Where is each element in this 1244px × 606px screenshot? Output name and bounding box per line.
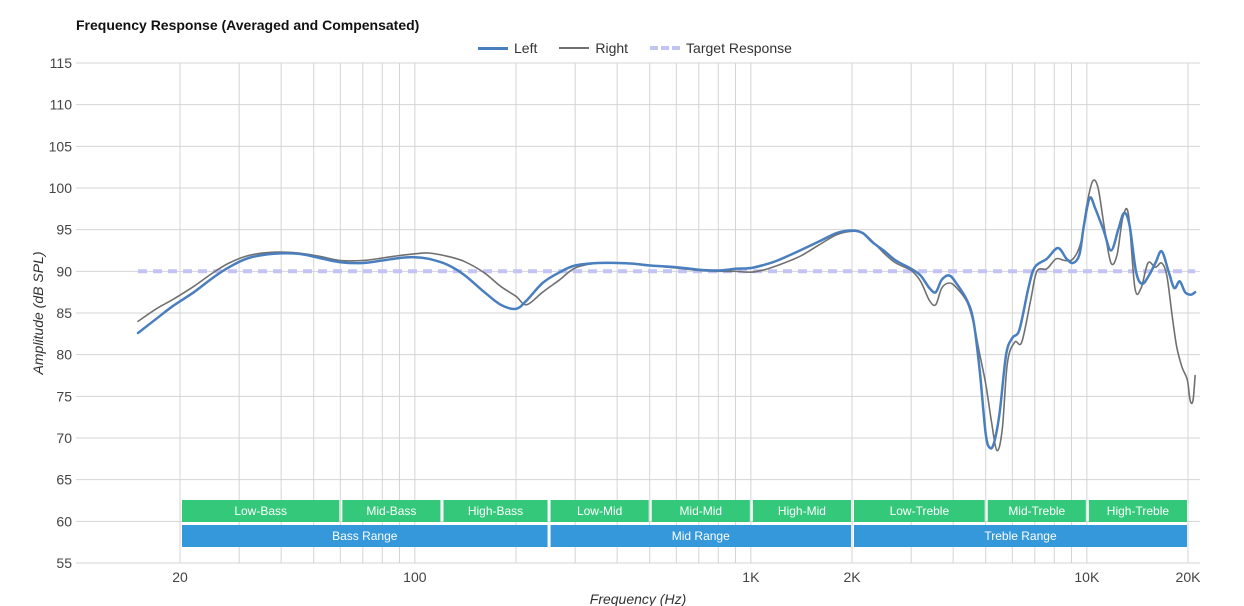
band-low-bass (182, 500, 340, 522)
band-label-low-bass: Low-Bass (234, 504, 287, 518)
band-label-bass-range: Bass Range (332, 529, 398, 543)
band-label-low-treble: Low-Treble (890, 504, 950, 518)
legend-item-right[interactable]: Right (559, 40, 628, 56)
y-tick-label: 110 (50, 97, 73, 113)
y-tick-label: 65 (56, 472, 72, 488)
x-axis-ticks: 20 100 1K 2K 10K 20K (172, 569, 1201, 585)
x-tick-label: 10K (1074, 569, 1100, 585)
series-line-left (136, 196, 1197, 450)
band-label-high-treble: High-Treble (1107, 504, 1170, 518)
band-label-high-mid: High-Mid (778, 504, 826, 518)
band-label-mid-range: Mid Range (672, 529, 730, 543)
band-label-mid-mid: Mid-Mid (679, 504, 722, 518)
y-tick-label: 55 (56, 555, 72, 571)
legend-swatch-left (478, 46, 508, 50)
band-mid-bass (342, 500, 441, 522)
series-line-right (137, 179, 1196, 452)
legend-swatch-right (559, 47, 590, 49)
legend-item-left[interactable]: Left (478, 40, 537, 56)
band-mid-treble (987, 500, 1086, 522)
y-tick-label: 105 (49, 138, 73, 154)
y-tick-label: 100 (49, 180, 73, 196)
band-high-bass (443, 500, 548, 522)
band-label-mid-treble: Mid-Treble (1008, 504, 1065, 518)
legend-label-right: Right (595, 40, 629, 56)
x-tick-label: 1K (742, 569, 760, 585)
band-low-mid (550, 500, 649, 522)
band-label-low-mid: Low-Mid (577, 504, 622, 518)
chart-series (136, 179, 1197, 452)
band-mid-range (550, 525, 851, 547)
band-high-treble (1088, 500, 1187, 522)
x-tick-label: 20 (172, 569, 188, 585)
frequency-bands: Low-Bass Mid-Bass High-Bass Low-Mid Mid-Mid H… (182, 500, 1187, 547)
y-tick-label: 115 (50, 55, 73, 71)
band-label-high-bass: High-Bass (468, 504, 523, 518)
y-tick-label: 90 (56, 263, 72, 279)
y-tick-label: 75 (56, 388, 72, 404)
x-tick-label: 100 (403, 569, 427, 585)
chart-grid (76, 62, 1200, 564)
band-bass-range (182, 525, 548, 547)
y-tick-label: 70 (56, 430, 72, 446)
x-tick-label: 20K (1176, 569, 1202, 585)
legend-swatch-target (650, 46, 681, 50)
y-tick-label: 85 (56, 305, 72, 321)
band-high-mid (752, 500, 851, 522)
y-tick-label: 95 (56, 222, 72, 238)
y-tick-label: 80 (56, 347, 72, 363)
y-axis-ticks: 55 60 65 70 75 80 85 90 95 100 105 110 115 (49, 55, 73, 571)
legend-item-target[interactable]: Target Response (650, 40, 792, 56)
chart-title: Frequency Response (Averaged and Compens… (76, 17, 420, 33)
band-label-treble-range: Treble Range (984, 529, 1057, 543)
band-mid-mid (651, 500, 750, 522)
chart-legend: Left Right Target Response (478, 40, 792, 56)
band-treble-range (854, 525, 1187, 547)
y-tick-label: 60 (56, 513, 72, 529)
x-tick-label: 2K (843, 569, 861, 585)
legend-label-target: Target Response (686, 40, 792, 56)
x-axis-title: Frequency (Hz) (590, 591, 686, 606)
band-label-mid-bass: Mid-Bass (366, 504, 416, 518)
legend-label-left: Left (514, 40, 538, 56)
band-low-treble (854, 500, 985, 522)
y-axis-title: Amplitude (dB SPL) (30, 252, 46, 376)
